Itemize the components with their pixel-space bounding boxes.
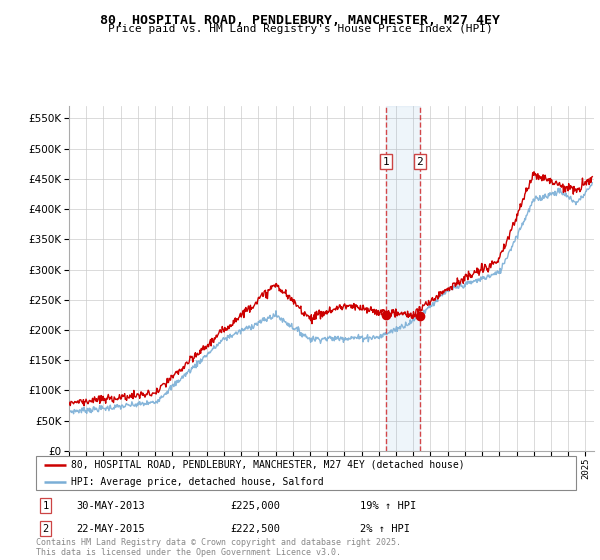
Text: 30-MAY-2013: 30-MAY-2013 [77,501,145,511]
Text: HPI: Average price, detached house, Salford: HPI: Average price, detached house, Salf… [71,477,324,487]
Text: 1: 1 [43,501,49,511]
Text: 19% ↑ HPI: 19% ↑ HPI [360,501,416,511]
Text: Contains HM Land Registry data © Crown copyright and database right 2025.
This d: Contains HM Land Registry data © Crown c… [36,538,401,557]
Text: 2: 2 [43,524,49,534]
Text: Price paid vs. HM Land Registry's House Price Index (HPI): Price paid vs. HM Land Registry's House … [107,24,493,34]
Text: 22-MAY-2015: 22-MAY-2015 [77,524,145,534]
Text: 80, HOSPITAL ROAD, PENDLEBURY, MANCHESTER, M27 4EY (detached house): 80, HOSPITAL ROAD, PENDLEBURY, MANCHESTE… [71,460,465,470]
Text: 80, HOSPITAL ROAD, PENDLEBURY, MANCHESTER, M27 4EY: 80, HOSPITAL ROAD, PENDLEBURY, MANCHESTE… [100,14,500,27]
Text: £222,500: £222,500 [230,524,280,534]
Text: 2% ↑ HPI: 2% ↑ HPI [360,524,410,534]
Bar [386,106,420,451]
Text: 1: 1 [383,156,389,166]
Text: 2: 2 [416,156,424,166]
Text: £225,000: £225,000 [230,501,280,511]
